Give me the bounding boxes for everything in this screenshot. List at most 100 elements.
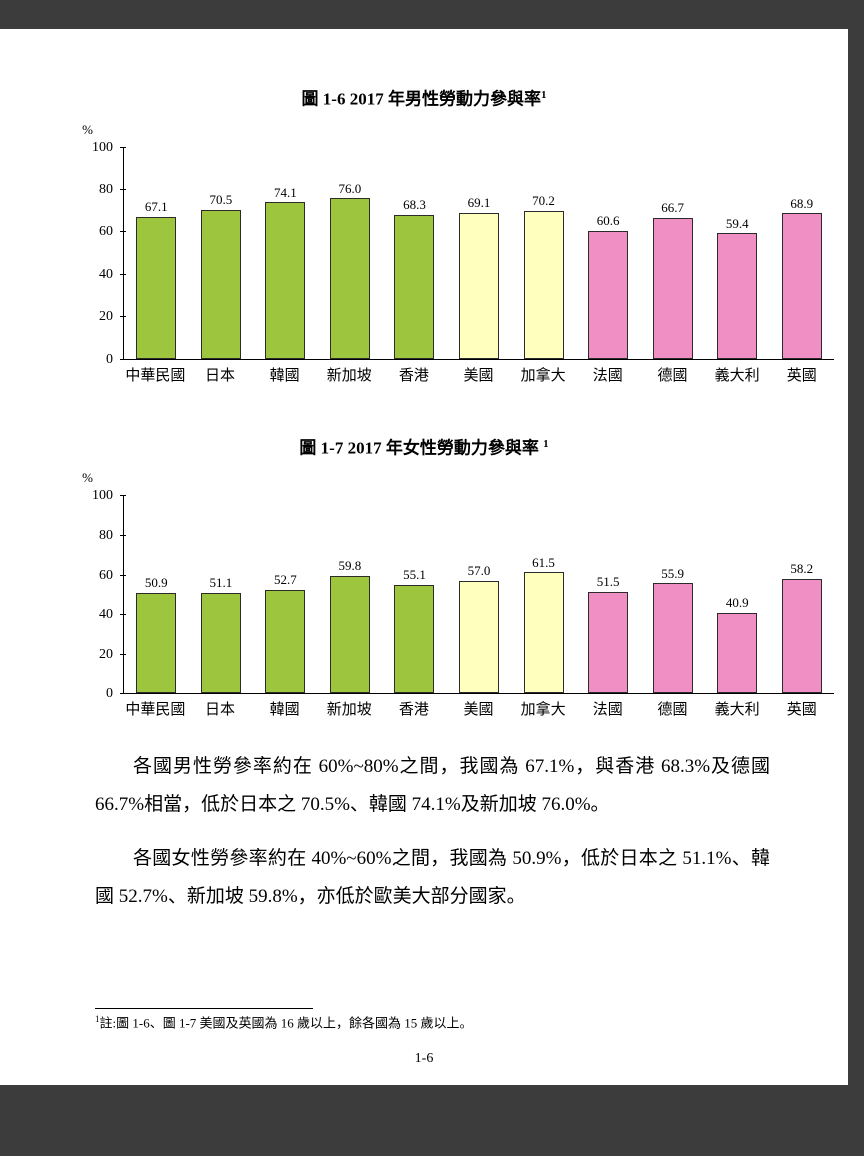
bar-group: 70.2 <box>511 148 576 359</box>
bar-value-label: 61.5 <box>532 554 555 570</box>
document-page: 圖 1-6 2017 年男性勞動力參與率1 % 0 20 40 60 80 100 67.… <box>0 29 848 1085</box>
plot-area: 50.9 51.1 52.7 59.8 55.1 57.0 61.5 51.5 55.9 40.9… <box>123 496 834 695</box>
x-axis-label: 美國 <box>463 367 494 384</box>
y-tick-label: 80 <box>99 182 113 198</box>
x-axis-label: 加拿大 <box>520 702 566 719</box>
bar-value-label: 76.0 <box>338 180 362 196</box>
bar-value-label: 69.1 <box>467 195 491 211</box>
x-axis-label: 美國 <box>463 702 494 719</box>
bar-value-label: 59.4 <box>725 215 749 231</box>
chart-title-footnote-marker: 1 <box>540 89 547 101</box>
bar <box>329 198 370 359</box>
bar-value-label: 58.2 <box>790 561 814 577</box>
bar <box>652 583 693 694</box>
bar-group: 60.6 <box>576 148 641 359</box>
footnote-text: 註:圖 1-6、圖 1-7 美國及英國為 16 歲以上，餘各國為 15 歲以上。 <box>99 1015 473 1031</box>
bar-group: 51.1 <box>189 496 254 694</box>
x-axis-label: 英國 <box>786 367 817 384</box>
bar <box>265 202 306 359</box>
bar-group: 52.7 <box>253 496 318 694</box>
bar-value-label: 51.1 <box>209 575 233 591</box>
x-axis-label: 日本 <box>204 367 235 384</box>
bar-group: 59.8 <box>318 496 383 694</box>
x-axis-labels: 中華民國 日本 韓國 新加坡 香港 美國 加拿大 法國 德國 義大利 英國 <box>123 366 834 386</box>
x-axis-label: 英國 <box>786 702 817 719</box>
bar-value-label: 51.5 <box>596 574 620 590</box>
chart-title-text: 圖 1-6 2017 年男性勞動力參與率 <box>301 89 541 109</box>
chart-title: 圖 1-7 2017 年女性勞動力參與率 1 <box>0 432 848 461</box>
bar-group: 76.0 <box>318 148 383 359</box>
bar <box>523 572 564 694</box>
bar-value-label: 70.5 <box>209 192 233 208</box>
paragraph-male-summary: 各國男性勞參率約在 60%~80%之間，我國為 67.1%，與香港 68.3%及… <box>95 756 770 816</box>
bar-group: 55.1 <box>382 496 447 694</box>
x-axis-label: 香港 <box>398 367 429 384</box>
y-tick-label: 60 <box>99 224 113 240</box>
bar <box>265 589 306 694</box>
bar <box>588 230 629 359</box>
footnote-divider <box>95 1008 313 1010</box>
bar-group: 68.9 <box>769 148 834 359</box>
bar-group: 69.1 <box>447 148 512 359</box>
chart-body: % 0 20 40 60 80 100 50.9 51.1 52.7 59.8 55.1 57.0 6… <box>60 470 834 701</box>
bar-value-label: 55.9 <box>661 565 685 581</box>
bar-group: 68.3 <box>382 148 447 359</box>
bar <box>394 584 435 694</box>
bar-value-label: 68.9 <box>790 195 814 211</box>
bar <box>200 209 241 359</box>
x-axis-label: 義大利 <box>714 367 760 384</box>
y-tick-label: 0 <box>106 351 113 367</box>
bar <box>588 591 629 694</box>
bar <box>329 575 370 694</box>
y-tick-label: 40 <box>99 607 113 623</box>
bar-value-label: 59.8 <box>338 557 362 573</box>
x-axis-label: 法國 <box>592 367 623 384</box>
bar <box>459 212 499 359</box>
y-axis-unit-label: % <box>82 121 93 137</box>
x-axis-label: 法國 <box>592 702 623 719</box>
x-axis-label: 義大利 <box>714 702 760 719</box>
bar-value-label: 66.7 <box>661 200 685 216</box>
bar <box>781 213 822 359</box>
chart-figure-1-7: 圖 1-7 2017 年女性勞動力參與率 1 % 0 20 40 60 80 100 50… <box>0 432 848 721</box>
bar <box>136 593 177 694</box>
y-tick-label: 100 <box>92 488 113 504</box>
chart-title-footnote-marker: 1 <box>543 437 549 450</box>
x-axis-label: 德國 <box>657 367 688 384</box>
chart-figure-1-6: 圖 1-6 2017 年男性勞動力參與率1 % 0 20 40 60 80 100 67.… <box>0 83 848 386</box>
chart-title-text: 圖 1-7 2017 年女性勞動力參與率 <box>299 438 544 458</box>
bar <box>523 210 564 359</box>
bar-value-label: 67.1 <box>144 199 168 215</box>
bar-value-label: 52.7 <box>273 571 297 587</box>
bar-value-label: 50.9 <box>144 575 168 591</box>
footnote: 1註:圖 1-6、圖 1-7 美國及英國為 16 歲以上，餘各國為 15 歲以上… <box>95 1013 473 1033</box>
bar <box>459 581 499 694</box>
y-tick-label: 40 <box>99 266 113 282</box>
footnote-block: 1註:圖 1-6、圖 1-7 美國及英國為 16 歲以上，餘各國為 15 歲以上… <box>95 1008 473 1033</box>
x-axis-label: 新加坡 <box>326 367 372 384</box>
bar-group: 67.1 <box>124 148 189 359</box>
bar <box>652 217 693 359</box>
bar-value-label: 57.0 <box>467 563 491 579</box>
bar <box>717 612 758 694</box>
bar <box>717 233 758 359</box>
bar-group: 51.5 <box>576 496 641 694</box>
bar-value-label: 70.2 <box>532 192 555 208</box>
bar-group: 55.9 <box>640 496 705 694</box>
x-axis-label: 新加坡 <box>326 702 372 719</box>
bar-value-label: 68.3 <box>403 196 426 212</box>
y-tick-label: 100 <box>92 139 113 155</box>
bar-group: 58.2 <box>769 496 834 694</box>
y-tick-mark <box>120 146 126 148</box>
bar-group: 66.7 <box>640 148 705 359</box>
y-axis: % 0 20 40 60 80 100 <box>60 122 126 366</box>
chart-body: % 0 20 40 60 80 100 67.1 70.5 74.1 76.0 68.3 69.1 7… <box>60 122 834 366</box>
bar-value-label: 60.6 <box>596 213 620 229</box>
bar-group: 59.4 <box>705 148 770 359</box>
bar <box>200 592 241 694</box>
bar <box>394 214 435 359</box>
x-axis-label: 中華民國 <box>125 367 186 384</box>
bar-value-label: 40.9 <box>725 595 749 611</box>
chart-title: 圖 1-6 2017 年男性勞動力參與率1 <box>0 83 848 112</box>
x-axis-label: 德國 <box>657 702 688 719</box>
